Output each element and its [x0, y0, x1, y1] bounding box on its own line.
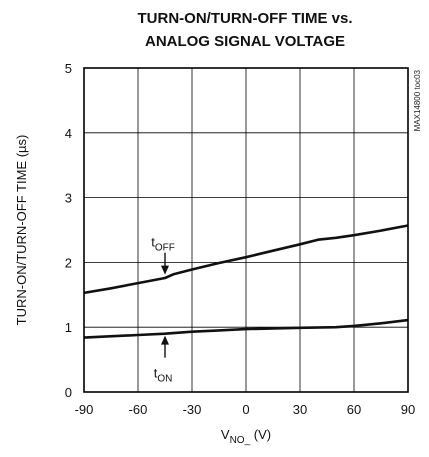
x-axis-label-main: V [221, 427, 230, 442]
x-tick-label: -90 [75, 402, 94, 417]
y-tick-label: 1 [65, 320, 72, 335]
x-tick-label: 90 [401, 402, 415, 417]
x-tick-label: 60 [347, 402, 361, 417]
chart-title-line-2: ANALOG SIGNAL VOLTAGE [145, 33, 345, 50]
annotation-label-main: t [151, 235, 155, 250]
x-axis-label: VNO_ (V) [221, 427, 271, 446]
annotation-label: tOFF [151, 235, 175, 254]
x-axis-label-sub: NO_ [230, 435, 251, 446]
plot-frame [83, 67, 409, 393]
annotation-label: tON [154, 366, 173, 385]
y-tick-label: 2 [65, 255, 72, 270]
y-tick-label: 0 [65, 385, 72, 400]
chart-title-line-1: TURN-ON/TURN-OFF TIME vs. [138, 10, 353, 27]
y-tick-label: 5 [65, 61, 72, 76]
y-axis-label: TURN-ON/TURN-OFF TIME (µs) [14, 135, 29, 326]
annotation-toff: tOFF [151, 235, 175, 275]
grid-lines [83, 67, 409, 393]
annotation-label-sub: ON [157, 374, 172, 385]
x-tick-labels: -90 -60 -30 0 30 60 90 [75, 402, 416, 417]
annotation-label-main: t [154, 366, 158, 381]
x-axis-label-unit: (V) [250, 427, 271, 442]
x-tick-label: 30 [293, 402, 307, 417]
series-lines [83, 224, 409, 339]
annotation-arrowhead [161, 265, 169, 275]
annotation-arrowhead [161, 335, 169, 345]
watermark-text: MAX14800 toc03 [413, 69, 422, 131]
x-tick-label: 0 [242, 402, 249, 417]
annotation-ton: tON [154, 335, 173, 385]
y-tick-label: 4 [65, 126, 72, 141]
x-tick-label: -60 [129, 402, 148, 417]
x-tick-label: -30 [183, 402, 202, 417]
series-line-toff [83, 224, 409, 295]
y-tick-label: 3 [65, 191, 72, 206]
series-line-ton [83, 318, 409, 339]
annotation-label-sub: OFF [155, 243, 175, 254]
y-tick-labels: 0 1 2 3 4 5 [65, 61, 72, 400]
